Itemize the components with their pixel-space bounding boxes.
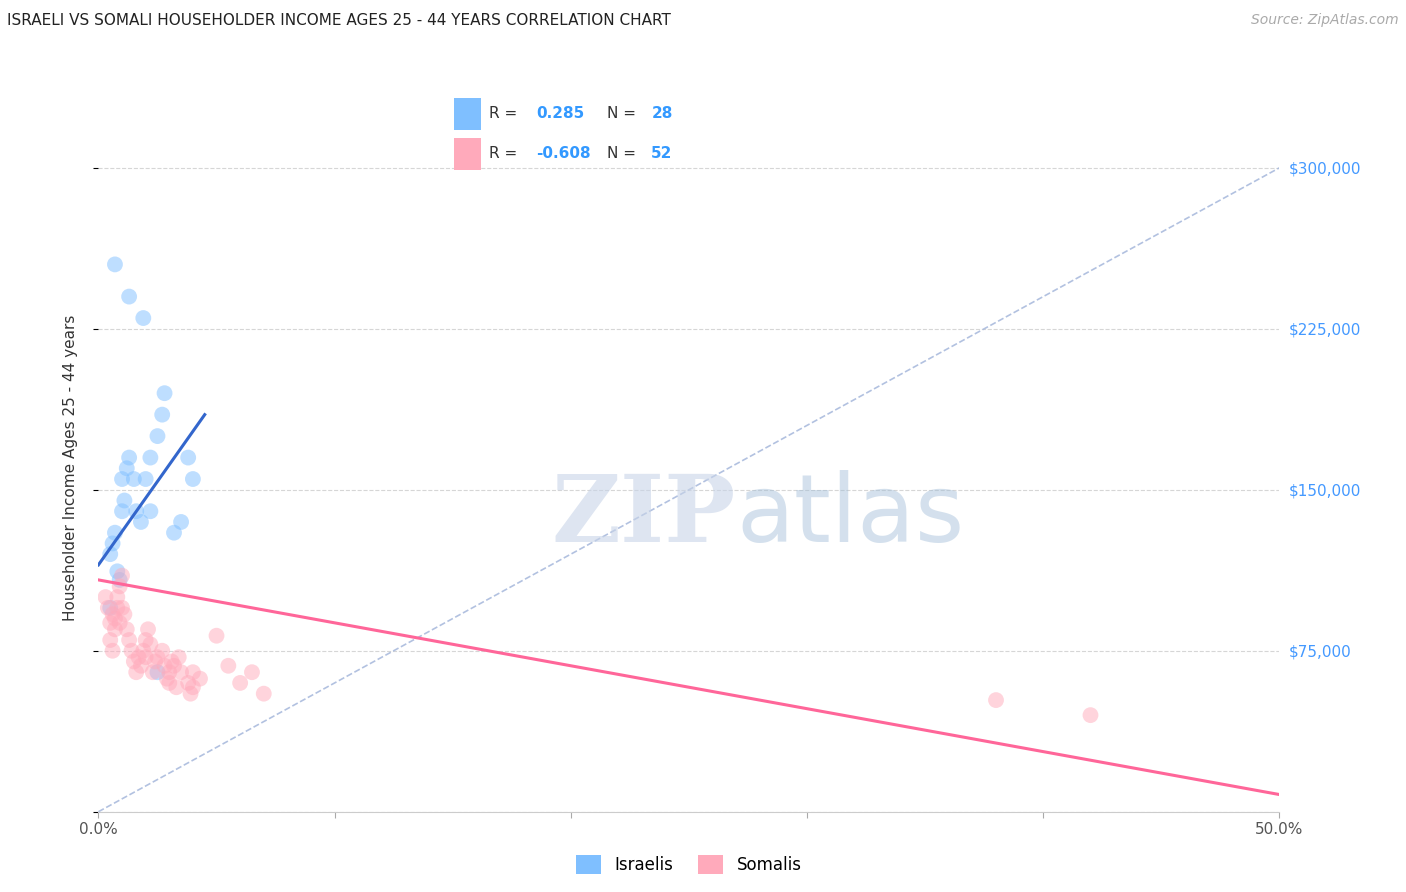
- Point: [146, 650, 169, 665]
- Point: [177, 676, 200, 690]
- Point: [177, 450, 200, 465]
- Point: [104, 257, 127, 271]
- Text: N =: N =: [607, 106, 637, 121]
- Point: [105, 564, 128, 578]
- Point: [105, 600, 128, 615]
- Point: [94, 590, 117, 604]
- Point: [146, 665, 169, 680]
- Text: R =: R =: [489, 146, 517, 161]
- Legend: Israelis, Somalis: Israelis, Somalis: [568, 847, 810, 882]
- Point: [153, 386, 176, 401]
- Point: [122, 655, 145, 669]
- Point: [128, 650, 150, 665]
- Text: 52: 52: [651, 146, 672, 161]
- Point: [118, 289, 141, 303]
- Point: [139, 637, 162, 651]
- Point: [98, 547, 121, 561]
- Text: 28: 28: [651, 106, 672, 121]
- Point: [165, 680, 187, 694]
- Point: [118, 450, 141, 465]
- Point: [181, 472, 204, 486]
- Point: [97, 600, 120, 615]
- Point: [129, 515, 152, 529]
- Point: [108, 573, 131, 587]
- Bar: [454, 98, 481, 130]
- Point: [135, 633, 157, 648]
- Point: [121, 644, 143, 658]
- Point: [135, 472, 157, 486]
- Point: [101, 607, 124, 622]
- Point: [139, 504, 162, 518]
- Point: [115, 461, 138, 475]
- Point: [188, 672, 211, 686]
- Bar: [454, 137, 481, 169]
- Point: [108, 579, 131, 593]
- Text: ZIP: ZIP: [553, 471, 737, 561]
- Text: atlas: atlas: [737, 470, 965, 562]
- Point: [1080, 708, 1102, 723]
- Point: [112, 493, 135, 508]
- Point: [142, 665, 165, 680]
- Point: [180, 687, 202, 701]
- Point: [229, 676, 252, 690]
- Point: [135, 650, 157, 665]
- Point: [101, 536, 124, 550]
- Text: Source: ZipAtlas.com: Source: ZipAtlas.com: [1251, 13, 1399, 28]
- Point: [129, 658, 152, 673]
- Point: [118, 633, 141, 648]
- Point: [111, 504, 134, 518]
- Point: [98, 633, 121, 648]
- Point: [181, 665, 204, 680]
- Point: [157, 665, 180, 680]
- Point: [146, 429, 169, 443]
- Point: [157, 676, 180, 690]
- Point: [984, 693, 1007, 707]
- Point: [111, 568, 134, 582]
- Point: [136, 622, 159, 636]
- Point: [132, 311, 155, 326]
- Point: [139, 450, 162, 465]
- Point: [240, 665, 263, 680]
- Point: [125, 504, 148, 518]
- Point: [150, 644, 173, 658]
- Point: [150, 408, 173, 422]
- Point: [108, 615, 131, 630]
- Point: [125, 665, 148, 680]
- Point: [98, 600, 121, 615]
- Point: [98, 615, 121, 630]
- Point: [111, 600, 134, 615]
- Point: [105, 590, 128, 604]
- Point: [115, 622, 138, 636]
- Point: [181, 680, 204, 694]
- Point: [104, 622, 127, 636]
- Point: [143, 655, 166, 669]
- Point: [104, 611, 127, 625]
- Y-axis label: Householder Income Ages 25 - 44 years: Householder Income Ages 25 - 44 years: [63, 315, 77, 622]
- Point: [253, 687, 276, 701]
- Point: [112, 607, 135, 622]
- Point: [170, 665, 193, 680]
- Text: R =: R =: [489, 106, 517, 121]
- Text: 0.285: 0.285: [536, 106, 585, 121]
- Point: [160, 655, 183, 669]
- Point: [163, 658, 186, 673]
- Point: [167, 650, 190, 665]
- Point: [156, 672, 179, 686]
- Point: [104, 525, 127, 540]
- Point: [163, 525, 186, 540]
- Point: [153, 658, 176, 673]
- Point: [122, 472, 145, 486]
- Point: [132, 644, 155, 658]
- Point: [205, 629, 228, 643]
- Text: N =: N =: [607, 146, 637, 161]
- Text: ISRAELI VS SOMALI HOUSEHOLDER INCOME AGES 25 - 44 YEARS CORRELATION CHART: ISRAELI VS SOMALI HOUSEHOLDER INCOME AGE…: [7, 13, 671, 29]
- Point: [101, 644, 124, 658]
- Point: [111, 472, 134, 486]
- Point: [170, 515, 193, 529]
- Point: [217, 658, 239, 673]
- Text: -0.608: -0.608: [536, 146, 591, 161]
